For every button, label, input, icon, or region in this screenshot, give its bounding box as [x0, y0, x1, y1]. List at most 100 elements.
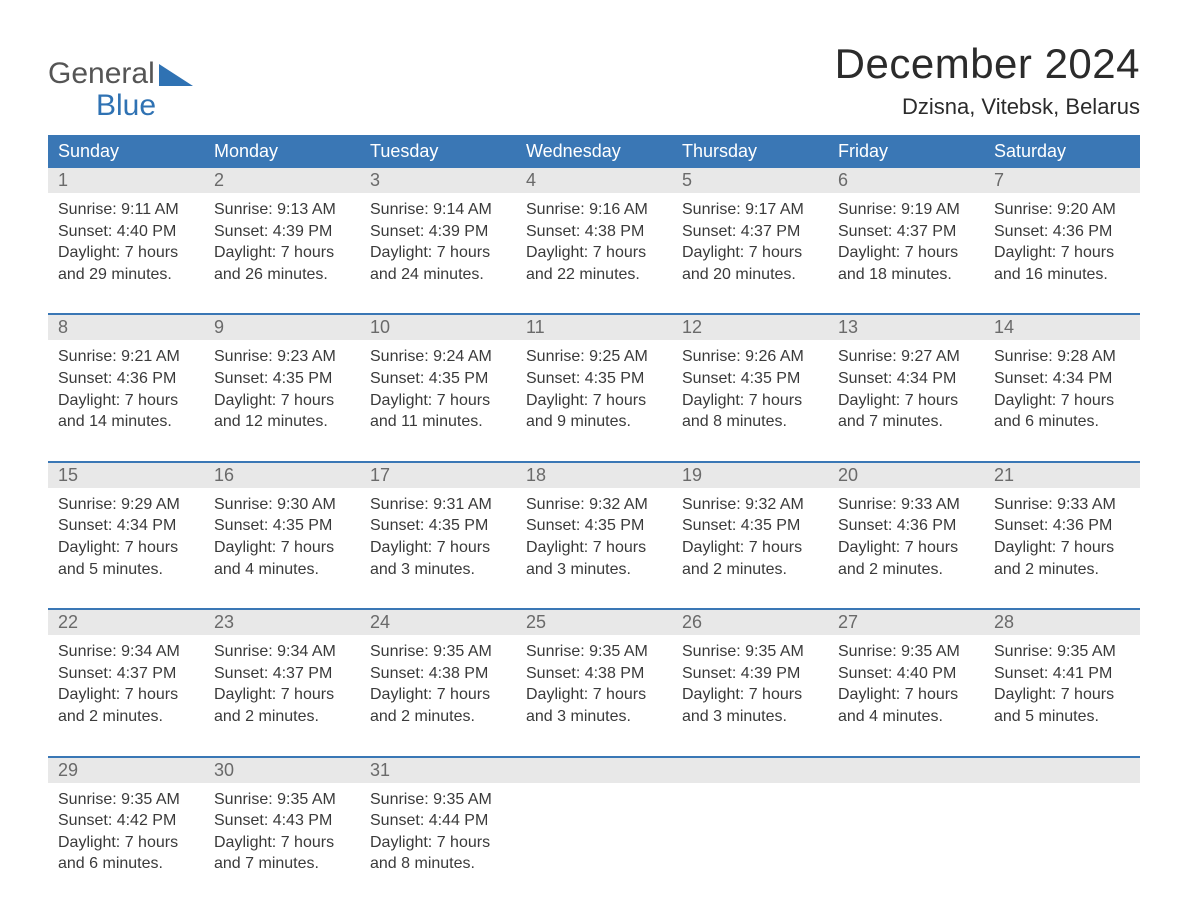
- day-number: 24: [360, 610, 516, 635]
- day-cell: Sunrise: 9:32 AMSunset: 4:35 PMDaylight:…: [672, 488, 828, 590]
- daylight-text-2: and 7 minutes.: [214, 853, 350, 875]
- daylight-text-1: Daylight: 7 hours: [994, 390, 1130, 412]
- daylight-text-1: Daylight: 7 hours: [58, 242, 194, 264]
- logo-text-top: General: [48, 58, 155, 90]
- day-number: 13: [828, 315, 984, 340]
- daylight-text-1: Daylight: 7 hours: [526, 390, 662, 412]
- daylight-text-1: Daylight: 7 hours: [838, 684, 974, 706]
- sunset-text: Sunset: 4:40 PM: [838, 663, 974, 685]
- daylight-text-2: and 18 minutes.: [838, 264, 974, 286]
- sunrise-text: Sunrise: 9:24 AM: [370, 346, 506, 368]
- sunrise-text: Sunrise: 9:31 AM: [370, 494, 506, 516]
- daylight-text-2: and 2 minutes.: [682, 559, 818, 581]
- day-cell: Sunrise: 9:35 AMSunset: 4:43 PMDaylight:…: [204, 783, 360, 885]
- day-cell: Sunrise: 9:33 AMSunset: 4:36 PMDaylight:…: [984, 488, 1140, 590]
- day-cell: Sunrise: 9:35 AMSunset: 4:44 PMDaylight:…: [360, 783, 516, 885]
- dow-saturday: Saturday: [984, 135, 1140, 168]
- sunset-text: Sunset: 4:35 PM: [682, 368, 818, 390]
- day-number: 21: [984, 463, 1140, 488]
- sunrise-text: Sunrise: 9:30 AM: [214, 494, 350, 516]
- daylight-text-1: Daylight: 7 hours: [682, 684, 818, 706]
- dow-wednesday: Wednesday: [516, 135, 672, 168]
- week-row: 1234567Sunrise: 9:11 AMSunset: 4:40 PMDa…: [48, 168, 1140, 295]
- day-number: 28: [984, 610, 1140, 635]
- day-number: 1: [48, 168, 204, 193]
- sunset-text: Sunset: 4:41 PM: [994, 663, 1130, 685]
- day-cell: Sunrise: 9:32 AMSunset: 4:35 PMDaylight:…: [516, 488, 672, 590]
- sunrise-text: Sunrise: 9:35 AM: [214, 789, 350, 811]
- day-cell: Sunrise: 9:16 AMSunset: 4:38 PMDaylight:…: [516, 193, 672, 295]
- sunrise-text: Sunrise: 9:23 AM: [214, 346, 350, 368]
- day-number: 25: [516, 610, 672, 635]
- day-number: 22: [48, 610, 204, 635]
- sunset-text: Sunset: 4:35 PM: [214, 368, 350, 390]
- logo: General Blue: [48, 40, 193, 121]
- day-cell: Sunrise: 9:19 AMSunset: 4:37 PMDaylight:…: [828, 193, 984, 295]
- sunset-text: Sunset: 4:34 PM: [838, 368, 974, 390]
- week-row: 293031Sunrise: 9:35 AMSunset: 4:42 PMDay…: [48, 756, 1140, 885]
- daylight-text-2: and 11 minutes.: [370, 411, 506, 433]
- daylight-text-1: Daylight: 7 hours: [214, 242, 350, 264]
- day-cell: Sunrise: 9:21 AMSunset: 4:36 PMDaylight:…: [48, 340, 204, 442]
- day-cell: Sunrise: 9:30 AMSunset: 4:35 PMDaylight:…: [204, 488, 360, 590]
- day-number: 30: [204, 758, 360, 783]
- day-cell: Sunrise: 9:27 AMSunset: 4:34 PMDaylight:…: [828, 340, 984, 442]
- day-cell: Sunrise: 9:33 AMSunset: 4:36 PMDaylight:…: [828, 488, 984, 590]
- sunset-text: Sunset: 4:35 PM: [370, 515, 506, 537]
- day-cell: Sunrise: 9:25 AMSunset: 4:35 PMDaylight:…: [516, 340, 672, 442]
- sunrise-text: Sunrise: 9:35 AM: [682, 641, 818, 663]
- day-cell: [984, 783, 1140, 885]
- dow-monday: Monday: [204, 135, 360, 168]
- day-cell: Sunrise: 9:34 AMSunset: 4:37 PMDaylight:…: [204, 635, 360, 737]
- day-cell: Sunrise: 9:24 AMSunset: 4:35 PMDaylight:…: [360, 340, 516, 442]
- day-number: 29: [48, 758, 204, 783]
- daylight-text-1: Daylight: 7 hours: [370, 390, 506, 412]
- sunset-text: Sunset: 4:34 PM: [58, 515, 194, 537]
- daylight-text-1: Daylight: 7 hours: [838, 242, 974, 264]
- day-number: 26: [672, 610, 828, 635]
- daylight-text-2: and 4 minutes.: [214, 559, 350, 581]
- day-number: [828, 758, 984, 783]
- sunset-text: Sunset: 4:37 PM: [214, 663, 350, 685]
- day-of-week-header: Sunday Monday Tuesday Wednesday Thursday…: [48, 135, 1140, 168]
- day-cell: Sunrise: 9:17 AMSunset: 4:37 PMDaylight:…: [672, 193, 828, 295]
- week-row: 891011121314Sunrise: 9:21 AMSunset: 4:36…: [48, 313, 1140, 442]
- sunrise-text: Sunrise: 9:20 AM: [994, 199, 1130, 221]
- sunrise-text: Sunrise: 9:28 AM: [994, 346, 1130, 368]
- sunrise-text: Sunrise: 9:33 AM: [994, 494, 1130, 516]
- day-number: 11: [516, 315, 672, 340]
- week-row: 15161718192021Sunrise: 9:29 AMSunset: 4:…: [48, 461, 1140, 590]
- day-number: 19: [672, 463, 828, 488]
- day-cell: [828, 783, 984, 885]
- day-cell: Sunrise: 9:28 AMSunset: 4:34 PMDaylight:…: [984, 340, 1140, 442]
- sunset-text: Sunset: 4:39 PM: [682, 663, 818, 685]
- day-cell: Sunrise: 9:13 AMSunset: 4:39 PMDaylight:…: [204, 193, 360, 295]
- day-number: 9: [204, 315, 360, 340]
- daylight-text-2: and 3 minutes.: [682, 706, 818, 728]
- day-number: [516, 758, 672, 783]
- daylight-text-2: and 26 minutes.: [214, 264, 350, 286]
- sunset-text: Sunset: 4:35 PM: [682, 515, 818, 537]
- daylight-text-2: and 6 minutes.: [994, 411, 1130, 433]
- daylight-text-1: Daylight: 7 hours: [994, 537, 1130, 559]
- daylight-text-1: Daylight: 7 hours: [370, 832, 506, 854]
- daylight-text-1: Daylight: 7 hours: [214, 390, 350, 412]
- daylight-text-2: and 14 minutes.: [58, 411, 194, 433]
- day-number: 3: [360, 168, 516, 193]
- daylight-text-1: Daylight: 7 hours: [682, 390, 818, 412]
- sunset-text: Sunset: 4:37 PM: [682, 221, 818, 243]
- sunset-text: Sunset: 4:38 PM: [526, 221, 662, 243]
- daylight-text-2: and 2 minutes.: [370, 706, 506, 728]
- day-number: [984, 758, 1140, 783]
- sunrise-text: Sunrise: 9:11 AM: [58, 199, 194, 221]
- day-cell: Sunrise: 9:29 AMSunset: 4:34 PMDaylight:…: [48, 488, 204, 590]
- dow-sunday: Sunday: [48, 135, 204, 168]
- sunrise-text: Sunrise: 9:32 AM: [526, 494, 662, 516]
- daylight-text-2: and 2 minutes.: [838, 559, 974, 581]
- sunset-text: Sunset: 4:38 PM: [526, 663, 662, 685]
- daylight-text-1: Daylight: 7 hours: [214, 684, 350, 706]
- sunrise-text: Sunrise: 9:29 AM: [58, 494, 194, 516]
- day-cell: Sunrise: 9:14 AMSunset: 4:39 PMDaylight:…: [360, 193, 516, 295]
- sunset-text: Sunset: 4:40 PM: [58, 221, 194, 243]
- week-row: 22232425262728Sunrise: 9:34 AMSunset: 4:…: [48, 608, 1140, 737]
